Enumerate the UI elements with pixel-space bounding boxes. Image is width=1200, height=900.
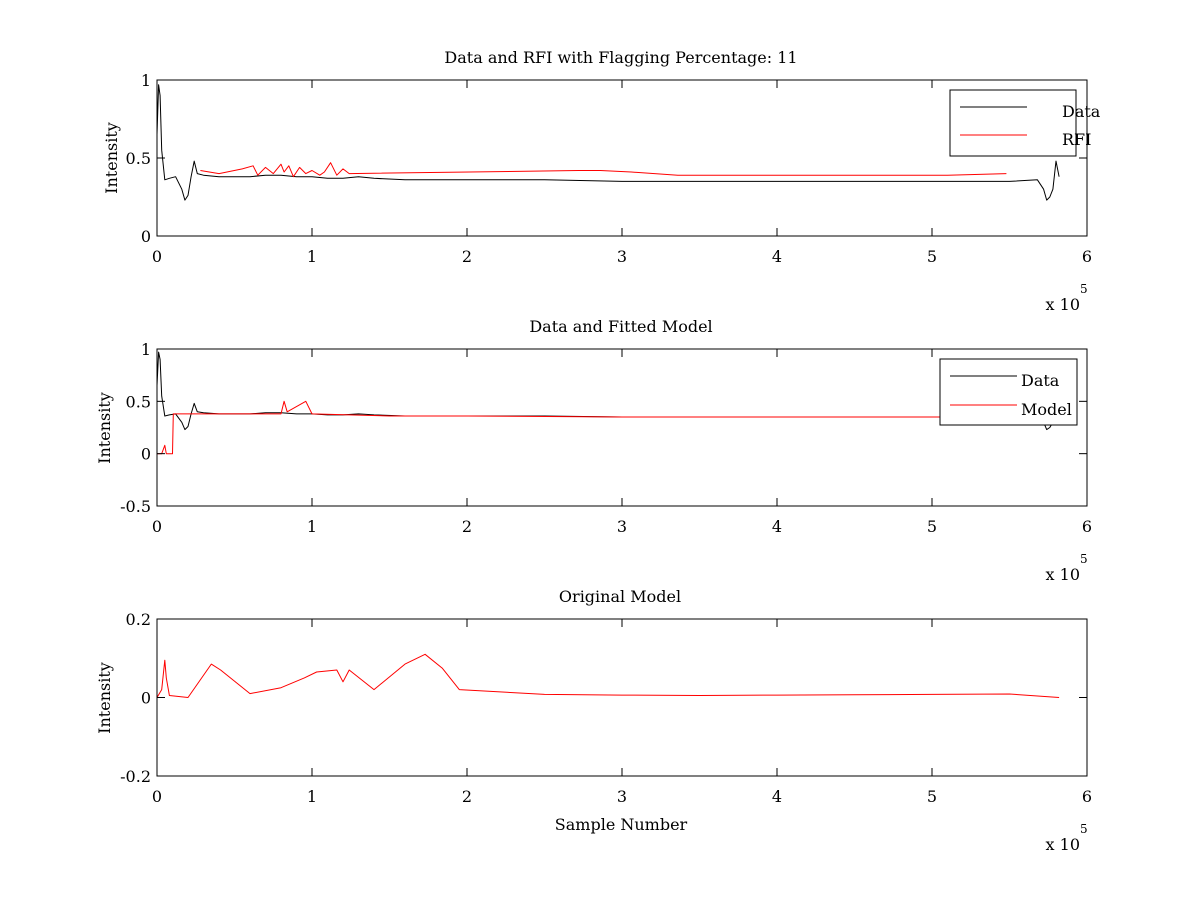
y-tick-label: 1 xyxy=(141,71,151,90)
series-line-series-0 xyxy=(156,653,1060,698)
subplot-title: Data and Fitted Model xyxy=(529,317,712,336)
x-tick-label: 2 xyxy=(462,247,472,266)
x-ticks: 0 1 2 3 4 5 6 xyxy=(152,619,1092,806)
y-axis-label: Intensity xyxy=(95,392,114,464)
x-tick-label: 1 xyxy=(307,787,317,806)
x-tick-label: 2 xyxy=(462,787,472,806)
x-exponent-base: x 10 xyxy=(1046,565,1080,584)
x-tick-label: 5 xyxy=(927,247,937,266)
series-layer xyxy=(156,84,1060,201)
x-exponent-power: 5 xyxy=(1080,822,1088,836)
x-tick-label: 0 xyxy=(152,787,162,806)
x-tick-label: 3 xyxy=(617,517,627,536)
legend: Data Model xyxy=(939,358,1078,426)
x-tick-label: 1 xyxy=(307,247,317,266)
x-tick-label: 3 xyxy=(617,787,627,806)
y-tick-label: 1 xyxy=(141,340,151,359)
series-layer xyxy=(156,653,1060,698)
x-tick-label: 6 xyxy=(1082,517,1092,536)
y-tick-label: -0.5 xyxy=(120,497,151,516)
x-tick-label: 4 xyxy=(772,517,782,536)
y-ticks: -0.2 0 0.2 xyxy=(120,610,1087,786)
x-tick-label: 2 xyxy=(462,517,472,536)
legend-box xyxy=(949,89,1077,157)
y-tick-label: 0.5 xyxy=(126,392,151,411)
subplot-data-and-rfi: Data and RFI with Flagging Percentage: 1… xyxy=(102,48,1101,314)
y-ticks: 00.51 xyxy=(126,71,1087,246)
y-tick-label: -0.2 xyxy=(120,767,151,786)
y-tick-label: 0.2 xyxy=(126,610,151,629)
x-ticks: 0 1 2 3 4 5 6 xyxy=(152,80,1092,266)
x-tick-label: 0 xyxy=(152,247,162,266)
y-axis-label: Intensity xyxy=(95,662,114,734)
y-tick-label: 0.5 xyxy=(126,149,151,168)
x-exponent-power: 5 xyxy=(1080,552,1088,566)
x-tick-label: 4 xyxy=(772,787,782,806)
x-exponent-base: x 10 xyxy=(1046,295,1080,314)
x-tick-label: 1 xyxy=(307,517,317,536)
x-axis-label: Sample Number xyxy=(555,815,688,834)
legend-box xyxy=(939,358,1078,426)
y-tick-label: 0 xyxy=(141,227,151,246)
x-ticks: 0 1 2 3 4 5 6 xyxy=(152,349,1092,536)
x-tick-label: 6 xyxy=(1082,787,1092,806)
y-ticks: -0.5 0 0.5 1 xyxy=(120,340,1087,516)
x-exponent-base: x 10 xyxy=(1046,835,1080,854)
legend-label-model: Model xyxy=(1021,400,1072,419)
x-tick-label: 3 xyxy=(617,247,627,266)
x-tick-label: 4 xyxy=(772,247,782,266)
y-axis-label: Intensity xyxy=(102,122,121,194)
x-exponent-power: 5 xyxy=(1080,282,1088,296)
y-tick-label: 0 xyxy=(141,689,151,708)
subplot-title: Original Model xyxy=(559,587,681,606)
legend: Data RFI xyxy=(949,89,1101,157)
legend-label-rfi: RFI xyxy=(1062,130,1091,149)
legend-label-data: Data xyxy=(1062,102,1101,121)
subplot-title: Data and RFI with Flagging Percentage: 1… xyxy=(444,48,797,67)
y-tick-label: 0 xyxy=(141,445,151,464)
x-tick-label: 0 xyxy=(152,517,162,536)
series-line-rfi xyxy=(200,162,1007,178)
x-tick-label: 5 xyxy=(927,517,937,536)
series-line-data xyxy=(156,84,1060,201)
series-line-model xyxy=(157,400,1025,455)
x-tick-label: 5 xyxy=(927,787,937,806)
x-tick-label: 6 xyxy=(1082,247,1092,266)
legend-label-data: Data xyxy=(1021,371,1060,390)
